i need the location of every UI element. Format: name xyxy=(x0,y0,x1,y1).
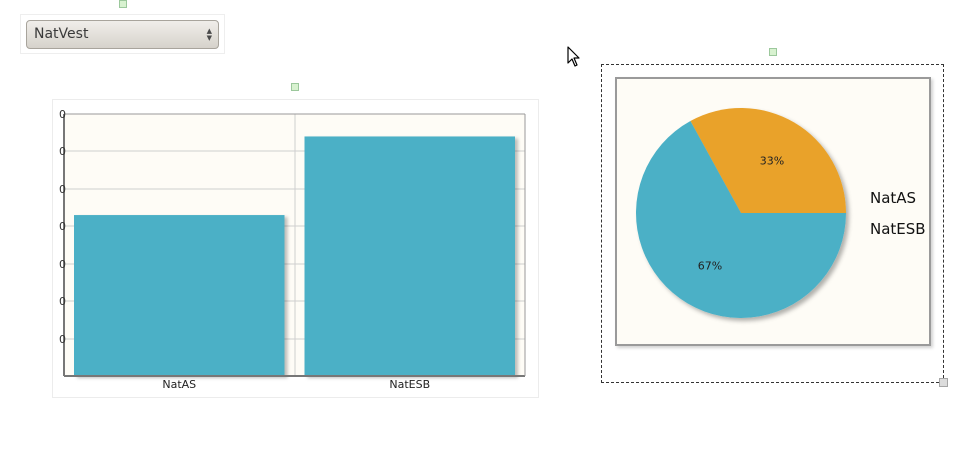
dropdown-container: NatVest ▲ ▼ xyxy=(20,14,225,54)
bar-x-tick-labels: NatAS NatESB xyxy=(162,378,430,391)
pie-chart-selection-handle[interactable] xyxy=(769,48,777,56)
dropdown-selection-handle[interactable] xyxy=(119,0,127,8)
dropdown-selected-value: NatVest xyxy=(34,26,89,42)
pie-chart-selection-box[interactable] xyxy=(601,64,944,383)
pie-legend-entry: NatESB xyxy=(870,220,926,238)
bar-chart-panel[interactable]: 0 0 0 0 0 0 0 NatAS NatESB xyxy=(52,99,539,398)
pie-legend: NatAS NatESB xyxy=(870,189,926,238)
pie-slice-NatAS xyxy=(690,107,846,213)
resize-handle[interactable] xyxy=(939,378,948,387)
bar-y-tick-label: 0 xyxy=(59,258,66,271)
pie-slices xyxy=(636,107,846,318)
bar-NatESB xyxy=(304,136,515,376)
mouse-cursor-icon xyxy=(567,46,580,67)
pie-legend-entry: NatAS xyxy=(870,189,916,207)
bar-chart: 0 0 0 0 0 0 0 NatAS NatESB xyxy=(59,108,526,391)
bar-y-tick-label: 0 xyxy=(59,145,66,158)
pie-slice-labels: 33% 67% xyxy=(698,155,784,273)
bar-y-tick-label: 0 xyxy=(59,108,66,121)
pie-chart-panel: 33% 67% NatAS NatESB xyxy=(615,77,931,346)
bar-axes xyxy=(63,113,526,377)
bar-NatAS xyxy=(74,215,285,376)
bar-x-tick-label: NatAS xyxy=(162,378,196,391)
bar-y-tick-labels: 0 0 0 0 0 0 0 xyxy=(59,108,66,346)
pie-slice-label: 67% xyxy=(698,259,722,272)
bar-y-tick-label: 0 xyxy=(59,220,66,233)
pie-chart: 33% 67% NatAS NatESB xyxy=(636,107,926,318)
pie-slice-NatESB xyxy=(636,120,846,318)
bar-series xyxy=(74,136,515,376)
up-down-arrows-icon: ▲ ▼ xyxy=(206,27,212,42)
bar-x-tick-label: NatESB xyxy=(389,378,430,391)
company-dropdown[interactable]: NatVest ▲ ▼ xyxy=(26,20,219,49)
bar-y-tick-label: 0 xyxy=(59,183,66,196)
bar-y-tick-label: 0 xyxy=(59,333,66,346)
pie-slice-label: 33% xyxy=(760,155,784,168)
bar-y-tick-label: 0 xyxy=(59,295,66,308)
bar-chart-selection-handle[interactable] xyxy=(291,83,299,91)
